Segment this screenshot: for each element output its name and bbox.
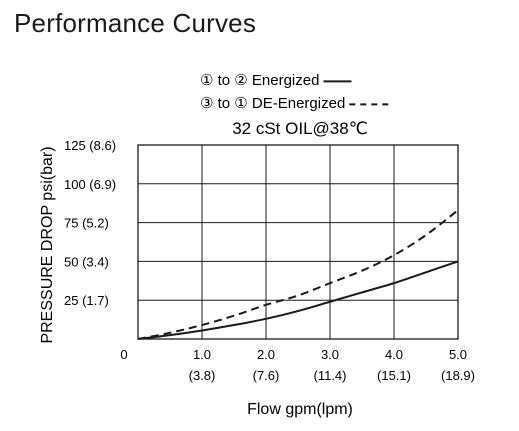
x-tick-label-4: 4.0 (385, 347, 403, 362)
x-tick-labels: 0 1.0 (3.8) 2.0 (7.6) 3.0 (11.4) 4.0 (15.1) 5.0 (1… (120, 347, 475, 383)
y-tick-label-2: 75 (5.2) (64, 216, 109, 231)
x-tick-sublabel-4: (15.1) (377, 368, 411, 383)
x-tick-label-2: 2.0 (257, 347, 275, 362)
x-tick-sublabel-1: (3.8) (189, 368, 216, 383)
series-line-energized (137, 260, 459, 340)
oil-condition-label: 32 cSt OIL@38℃ (232, 119, 368, 138)
y-tick-label-4: 125 (8.6) (64, 138, 116, 153)
y-tick-labels: 25 (1.7) 50 (3.4) 75 (5.2) 100 (6.9) 125 (8.… (64, 138, 116, 308)
x-tick-sublabel-2: (7.6) (253, 368, 280, 383)
page-title: Performance Curves (14, 8, 257, 38)
y-tick-label-3: 100 (6.9) (64, 177, 116, 192)
x-tick-sublabel-3: (11.4) (314, 368, 347, 383)
legend-label-energized: ① to ② Energized (200, 72, 319, 89)
y-tick-label-1: 50 (3.4) (64, 254, 109, 269)
x-tick-sublabel-5: (18.9) (441, 368, 475, 383)
x-axis-title: Flow gpm(lpm) (247, 401, 353, 418)
series-line-de-energized (137, 209, 459, 340)
plot-frame (137, 144, 459, 340)
x-tick-label-3: 3.0 (321, 347, 339, 362)
x-tick-label-5: 5.0 (449, 347, 467, 362)
x-tick-label-1: 1.0 (193, 347, 211, 362)
legend: ① to ② Energized ③ to ① DE-Energized (200, 72, 394, 112)
y-tick-label-0: 25 (1.7) (64, 293, 109, 308)
legend-label-de-energized: ③ to ① DE-Energized (200, 95, 345, 112)
series-layer (137, 209, 459, 340)
y-axis-title: PRESSURE DROP psi(bar) (39, 146, 56, 343)
chart-grid (138, 145, 458, 339)
x-tick-label-0: 0 (120, 347, 127, 362)
